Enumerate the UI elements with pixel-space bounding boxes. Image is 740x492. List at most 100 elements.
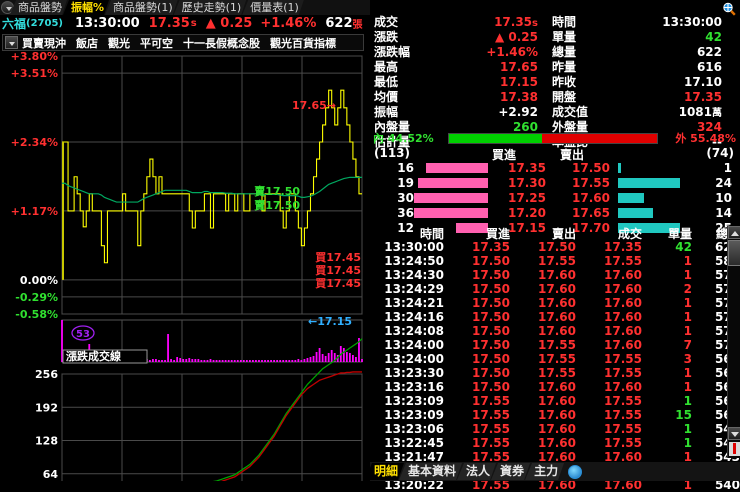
annotation-high: 17.65→ — [292, 99, 336, 112]
trade-header-3[interactable]: 成交 — [617, 226, 642, 241]
trade-bid: 17.50 — [472, 352, 510, 366]
right-panel: 成交 17.35s 時間 13:30:00 漲跌 ▲ 0.25 單量 42 漲跌幅 +1.46% 總… — [370, 0, 740, 492]
stock-code: (2705) — [26, 18, 63, 29]
trade-qty: 1 — [683, 254, 692, 268]
bid-bar — [414, 222, 490, 233]
bottom-tab-4[interactable]: 主力 — [525, 463, 564, 480]
trade-qty: 1 — [683, 268, 692, 282]
trade-qty: 1 — [683, 324, 692, 338]
ask-bar — [614, 192, 696, 203]
group-item-0[interactable]: 買賣現沖 — [22, 36, 66, 50]
info-value-2: 17.35 — [684, 89, 722, 104]
bid-count: (113) — [374, 146, 411, 160]
tab-4[interactable]: 價量表(1) — [242, 0, 304, 15]
trade-ask: 17.55 — [538, 352, 576, 366]
bid-qty: 30 — [397, 190, 414, 205]
info-row: 漲跌幅 +1.46% 總量 622 — [370, 44, 740, 60]
price-axis-tick: +1.17% — [11, 205, 58, 218]
info-label-2: 開盤 — [552, 90, 577, 104]
trade-qty: 1 — [683, 366, 692, 380]
trade-ask: 17.60 — [538, 324, 576, 338]
tab-2[interactable]: 商品盤勢(1) — [105, 0, 178, 15]
trade-qty: 42 — [675, 240, 692, 254]
scroll-down-icon[interactable] — [728, 427, 740, 440]
info-label-2: 昨收 — [552, 75, 577, 89]
bid-bar — [414, 162, 490, 173]
bid-price: 17.30 — [508, 175, 546, 190]
group-item-1[interactable]: 飯店 — [76, 36, 98, 50]
scroll-thumb[interactable] — [728, 240, 740, 266]
trade-price: 17.55 — [604, 408, 642, 422]
bottom-tab-3[interactable]: 資券 — [491, 463, 530, 480]
bottom-tab-1[interactable]: 基本資料 — [399, 463, 462, 480]
info-label-2: 成交值 — [552, 105, 589, 119]
trade-qty: 7 — [683, 338, 692, 352]
group-item-4[interactable]: 十一長假概念股 — [183, 36, 260, 50]
bottom-tab-0[interactable]: 明細 — [365, 463, 404, 480]
group-item-2[interactable]: 觀光 — [108, 36, 130, 50]
group-dropdown-icon[interactable] — [5, 36, 18, 49]
quote-info-grid: 成交 17.35s 時間 13:30:00 漲跌 ▲ 0.25 單量 42 漲跌幅 +1.46% 總… — [370, 14, 740, 150]
info-label-2: 時間 — [552, 15, 577, 29]
chart-subtitle: 漲跌成交線 — [66, 349, 121, 363]
group-item-3[interactable]: 平可空 — [140, 36, 173, 50]
trade-scrollbar[interactable] — [727, 226, 740, 458]
ask-header-label: 賣出 — [560, 148, 585, 162]
trade-qty: 2 — [683, 282, 692, 296]
inner-outer-ratio: 內 44.52% 外 55.48% — [370, 131, 740, 145]
magnifier-icon[interactable] — [722, 2, 736, 16]
trade-header-2[interactable]: 賣出 — [551, 226, 576, 241]
tab-0[interactable]: 商品盤勢 — [10, 0, 67, 15]
inner-ratio-label: 內 — [373, 132, 384, 145]
trade-bid: 17.55 — [472, 408, 510, 422]
bottom-tab-2[interactable]: 法人 — [457, 463, 496, 480]
trade-price: 17.60 — [604, 324, 642, 338]
trade-ask: 17.60 — [538, 394, 576, 408]
cumulative-outer-line — [212, 338, 363, 481]
trade-bid: 17.50 — [472, 380, 510, 394]
group-item-5[interactable]: 觀光百貨指標 — [270, 36, 336, 50]
bookmark-icon[interactable] — [729, 442, 740, 456]
tab-3[interactable]: 歷史走勢(1) — [174, 0, 247, 15]
depth-row: 36 17.20 17.65 14 — [370, 205, 740, 220]
intraday-chart[interactable]: +3.80% +3.51% +2.34% +1.17% 0.00% -0.29% -0.58… — [0, 52, 370, 481]
scroll-up-icon[interactable] — [728, 226, 740, 239]
refresh-icon[interactable] — [568, 464, 583, 479]
trade-bid: 17.50 — [472, 282, 510, 296]
trade-bid: 17.50 — [472, 366, 510, 380]
volume-axis-tick: 256 — [35, 368, 58, 381]
info-value: +2.92 — [498, 104, 538, 119]
info-row: 內盤量 260 外盤量 324 — [370, 119, 740, 135]
trade-ask: 17.60 — [538, 380, 576, 394]
info-value: 260 — [512, 119, 538, 134]
info-value: 17.15 — [500, 74, 538, 89]
trade-header-1[interactable]: 買進 — [485, 226, 510, 241]
trade-price: 17.60 — [604, 268, 642, 282]
annotation-bid-3: 買17.45 — [315, 277, 361, 290]
trade-price: 17.60 — [604, 296, 642, 310]
trade-time: 13:23:06 — [384, 422, 444, 436]
trade-price: 17.55 — [604, 422, 642, 436]
volume-axis-tick: 192 — [35, 401, 58, 414]
trade-header-0[interactable]: 時間 — [419, 226, 444, 241]
outer-ratio-pct: 55.48% — [690, 132, 736, 145]
trade-qty: 1 — [683, 422, 692, 436]
depth-row: 12 17.15 17.70 25 — [370, 220, 740, 235]
trade-header-4[interactable]: 單量 — [667, 226, 692, 241]
tab-1[interactable]: 振幅% — [63, 0, 109, 15]
